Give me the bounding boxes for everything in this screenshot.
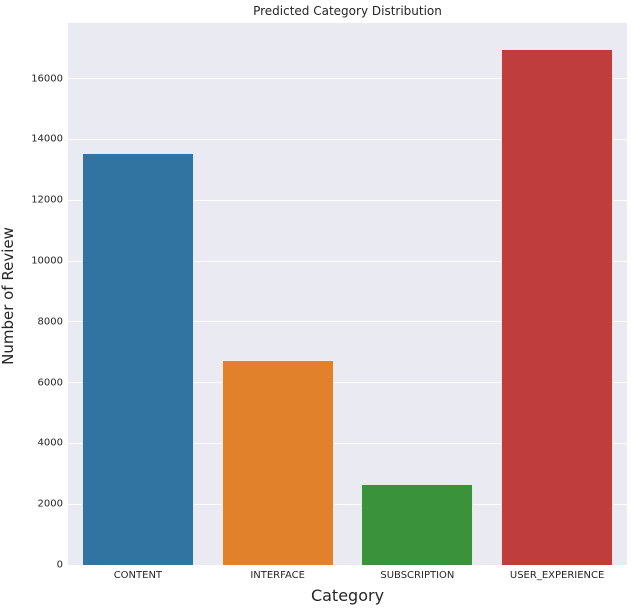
x-tick-label-interface: INTERFACE	[250, 570, 305, 581]
bar-content	[81, 153, 194, 565]
gridline-y-6000	[68, 382, 627, 384]
y-tick-label: 6000	[37, 377, 63, 389]
bar-subscription	[361, 484, 474, 565]
x-axis-label: Category	[310, 586, 385, 605]
y-tick-label: 0	[56, 559, 63, 571]
x-tick-label-content: CONTENT	[113, 570, 163, 581]
gridline-y-2000	[68, 503, 627, 505]
plot-area	[68, 23, 627, 566]
bar-user_experience	[501, 49, 614, 565]
y-tick-label: 8000	[37, 316, 63, 328]
y-tick-label: 14000	[31, 133, 63, 145]
gridline-y-10000	[68, 260, 627, 262]
gridline-y-16000	[68, 78, 627, 80]
y-tick-label: 12000	[31, 194, 63, 206]
y-tick-label: 4000	[37, 437, 63, 449]
chart-title: Predicted Category Distribution	[253, 4, 442, 18]
x-tick-label-subscription: SUBSCRIPTION	[380, 570, 455, 581]
gridline-y-8000	[68, 321, 627, 323]
y-axis-label: Number of Review	[0, 227, 17, 365]
y-tick-label: 2000	[37, 498, 63, 510]
gridline-y-14000	[68, 138, 627, 140]
gridline-y-0	[68, 564, 627, 566]
bar-interface	[221, 360, 334, 565]
x-tick-label-user_experience: USER_EXPERIENCE	[509, 570, 605, 581]
gridline-y-4000	[68, 442, 627, 444]
gridline-y-12000	[68, 199, 627, 201]
y-tick-label: 16000	[31, 73, 63, 85]
y-tick-label: 10000	[31, 255, 63, 267]
